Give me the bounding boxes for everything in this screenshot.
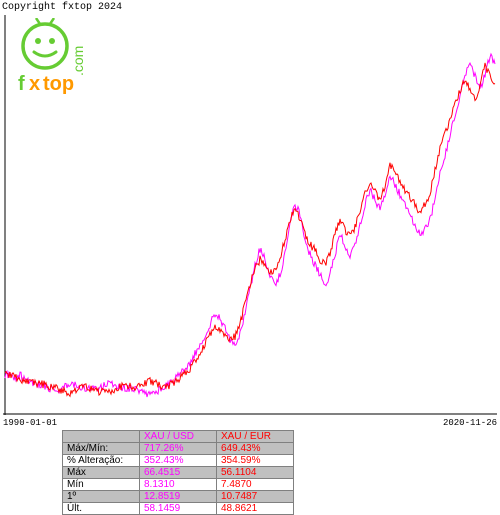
- col-header-2: XAU / EUR: [217, 431, 294, 443]
- cell: 56.1104: [217, 467, 294, 479]
- date-end-label: 2020-11-26: [443, 418, 497, 428]
- row-label: % Alteração:: [63, 455, 140, 467]
- cell: 58.1459: [140, 503, 217, 515]
- series-xau-eur: [5, 63, 495, 396]
- series-xau-usd: [5, 54, 495, 397]
- cell: 10.7487: [217, 491, 294, 503]
- cell: 12.8519: [140, 491, 217, 503]
- row-label: Últ.: [63, 503, 140, 515]
- row-label: Máx: [63, 467, 140, 479]
- cell: 66.4515: [140, 467, 217, 479]
- row-label: Mín: [63, 479, 140, 491]
- cell: 48.8621: [217, 503, 294, 515]
- table-corner: [63, 431, 140, 443]
- cell: 352.43%: [140, 455, 217, 467]
- copyright-text: Copyright fxtop 2024: [2, 2, 122, 13]
- cell: 8.1310: [140, 479, 217, 491]
- row-label: 1º: [63, 491, 140, 503]
- row-label: Máx/Mín:: [63, 443, 140, 455]
- cell: 354.59%: [217, 455, 294, 467]
- cell: 649.43%: [217, 443, 294, 455]
- col-header-1: XAU / USD: [140, 431, 217, 443]
- cell: 717.26%: [140, 443, 217, 455]
- stats-table: XAU / USD XAU / EUR Máx/Mín: 717.26% 649…: [62, 430, 294, 515]
- line-chart: [3, 15, 497, 415]
- cell: 7.4870: [217, 479, 294, 491]
- date-start-label: 1990-01-01: [3, 418, 57, 428]
